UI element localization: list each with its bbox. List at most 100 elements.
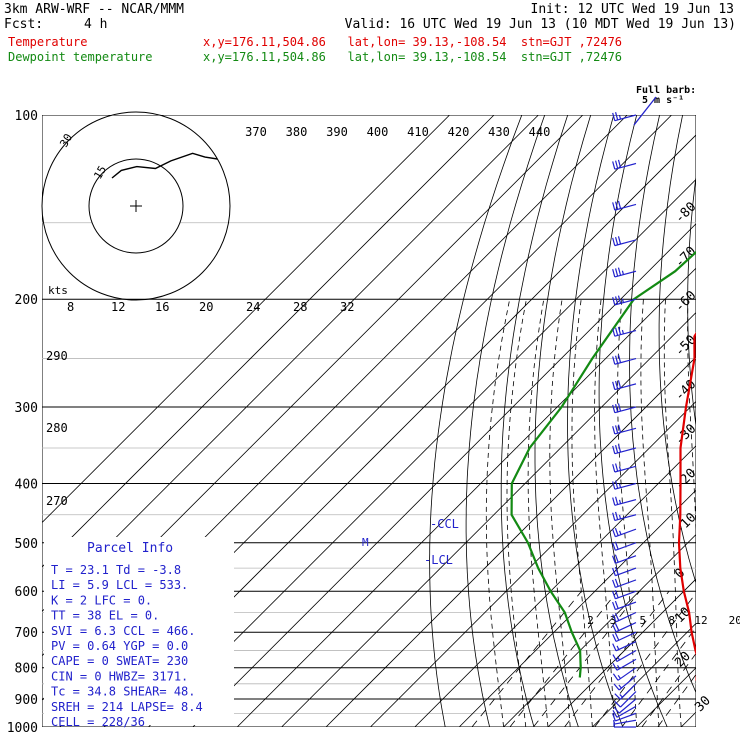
wind-barb-shaft [614, 270, 637, 278]
parcel-info-row: CIN = 0 HWBZ= 3171. [51, 669, 188, 683]
theta-label: 410 [407, 125, 429, 139]
wind-barb-shaft [614, 447, 637, 455]
mixing-ratio-label: 2 [587, 614, 594, 627]
isotherm [236, 267, 696, 727]
isotherm [592, 622, 696, 727]
wind-barb-shaft [616, 650, 637, 663]
parcel-info-row: PV = 0.64 YGP = 0.0 [51, 639, 188, 653]
wind-barb-flag [614, 380, 619, 389]
wind-barb-flag [612, 643, 617, 652]
wind-barb-flag [617, 159, 622, 168]
wind-barb-shaft [615, 611, 637, 623]
isotherm-label: -20 [672, 466, 699, 493]
parcel-info-title: Parcel Info [87, 541, 173, 556]
model-title: 3km ARW-WRF -- NCAR/MMM [4, 2, 185, 17]
wind-barb-flag [612, 710, 618, 718]
mixing-ratio-line [594, 592, 696, 727]
pressure-label: 1000 [7, 721, 38, 736]
wind-barb-flag [617, 267, 622, 276]
moist-adiabat [663, 299, 682, 727]
wind-barb-flag [614, 404, 619, 413]
dewpoint-profile [510, 250, 696, 678]
wind-barb-flag [612, 481, 616, 490]
moist-adiabat [549, 299, 571, 727]
isotherm-label: -60 [672, 288, 699, 315]
wind-barb-shaft [616, 658, 637, 671]
mixing-ratio-line [641, 652, 696, 727]
pressure-label: 100 [15, 109, 38, 124]
hodograph-speed-label: 32 [340, 300, 354, 314]
wind-barb-flag [612, 328, 616, 337]
parcel-info-row: CELL = 228/36 [51, 715, 145, 729]
wind-barb-shaft [620, 691, 637, 708]
pressure-label: 200 [15, 293, 38, 308]
dry-adiabat [629, 115, 696, 694]
wind-barb-flag [617, 424, 622, 433]
wind-barb-shaft [615, 621, 637, 633]
wind-barb-flag [612, 464, 616, 473]
theta-label: 290 [46, 349, 68, 363]
theta-label: 370 [245, 125, 267, 139]
wind-barb-flag [614, 527, 619, 536]
moist-adiabat [594, 299, 615, 727]
moist-adiabat [485, 299, 511, 727]
isotherm [547, 578, 696, 727]
wind-barb-half [619, 693, 623, 698]
isotherm [325, 356, 696, 727]
pressure-label: 700 [15, 626, 38, 641]
wind-barb-half [618, 684, 622, 689]
wind-barb-shaft [614, 465, 637, 473]
dry-adiabat [500, 115, 569, 727]
wind-barb-flag [614, 236, 619, 245]
parcel-info-box [44, 537, 234, 725]
wind-barb-flag [612, 237, 616, 246]
isotherm-label: -70 [672, 244, 699, 271]
wind-barb-flag [614, 327, 619, 336]
wind-barb-flag [614, 578, 619, 587]
dry-adiabat [715, 115, 740, 727]
wind-barb-half [621, 298, 625, 303]
isotherm [42, 115, 495, 568]
wind-barb-shaft [614, 298, 637, 306]
isotherm [148, 178, 696, 727]
wind-barb-flag [617, 380, 622, 389]
wind-barb-shaft [614, 427, 637, 435]
isotherm-label: -40 [672, 377, 699, 404]
wind-barb-flag [612, 663, 618, 671]
theta-label: 390 [326, 125, 348, 139]
hodograph-ring-label: 30 [57, 132, 75, 150]
hodograph-speed-label: 24 [246, 300, 260, 314]
mixing-ratio-line [471, 590, 582, 727]
wind-barb-shaft [616, 705, 637, 718]
wind-barb-flag [614, 600, 619, 609]
wind-barb-flag [612, 356, 616, 365]
wind-barb-flag [614, 445, 619, 454]
wind-barb-flag [617, 354, 622, 363]
wind-barb-flag [617, 200, 622, 209]
valid-time: Valid: 16 UTC Wed 19 Jun 13 (10 MDT Wed … [344, 17, 736, 32]
theta-label: 280 [46, 421, 68, 435]
wind-barb-half [617, 674, 621, 679]
wind-barb-shaft [618, 698, 637, 714]
isotherm [503, 534, 696, 727]
forecast-label: Fcst: [4, 17, 44, 32]
wind-barb-shaft [614, 482, 637, 490]
mixing-ratio-label: 12 [694, 614, 707, 627]
wind-barb-half [618, 466, 622, 471]
wind-barb-flag [612, 426, 616, 435]
theta-label: 420 [448, 125, 470, 139]
pressure-label: 800 [15, 662, 38, 677]
wind-barb-flag [617, 326, 622, 335]
wind-barb-shaft [618, 675, 637, 691]
dry-adiabat [534, 115, 592, 727]
hodograph-speed-label: 8 [67, 300, 74, 314]
parcel-info-row: TT = 38 EL = 0. [51, 609, 159, 623]
parcel-info-row: LI = 5.9 LCL = 533. [51, 578, 188, 592]
wind-barb-shaft [617, 667, 637, 681]
wind-barb-flag [612, 579, 616, 588]
wind-barb-shaft [620, 683, 637, 700]
wind-barb-flag [612, 624, 617, 633]
hodograph-speed-label: 16 [155, 300, 169, 314]
wind-barb-flag [612, 614, 617, 623]
